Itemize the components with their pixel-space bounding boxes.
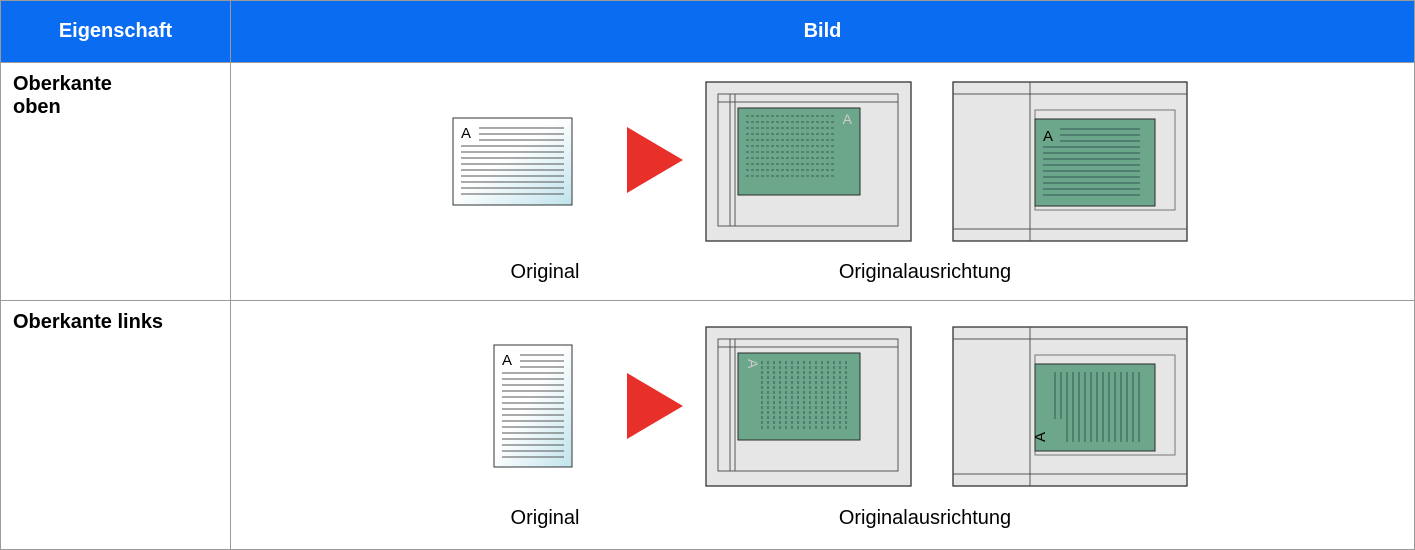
caption: Original	[511, 261, 580, 283]
platen	[717, 93, 899, 227]
paper	[1034, 118, 1156, 207]
caption: Originalausrichtung	[839, 261, 1011, 283]
doc-letter: A	[461, 125, 471, 142]
original-doc	[452, 117, 573, 206]
doc-letter: A	[502, 352, 512, 369]
caption: Original	[511, 507, 580, 529]
paper-letter: A	[1043, 128, 1053, 145]
row-label: Oberkante links	[13, 311, 164, 333]
paper	[1034, 363, 1156, 452]
paper-letter: A	[842, 111, 852, 127]
header-cell: Eigenschaft	[0, 0, 231, 63]
arrow	[627, 127, 683, 193]
row-label: Oberkante oben	[13, 73, 112, 118]
paper-letter: A	[1032, 432, 1049, 442]
arrow	[627, 373, 683, 439]
paper-letter: A	[745, 359, 761, 369]
paper	[737, 107, 861, 196]
original-doc	[493, 344, 573, 468]
platen	[717, 338, 899, 472]
caption: Originalausrichtung	[839, 507, 1011, 529]
